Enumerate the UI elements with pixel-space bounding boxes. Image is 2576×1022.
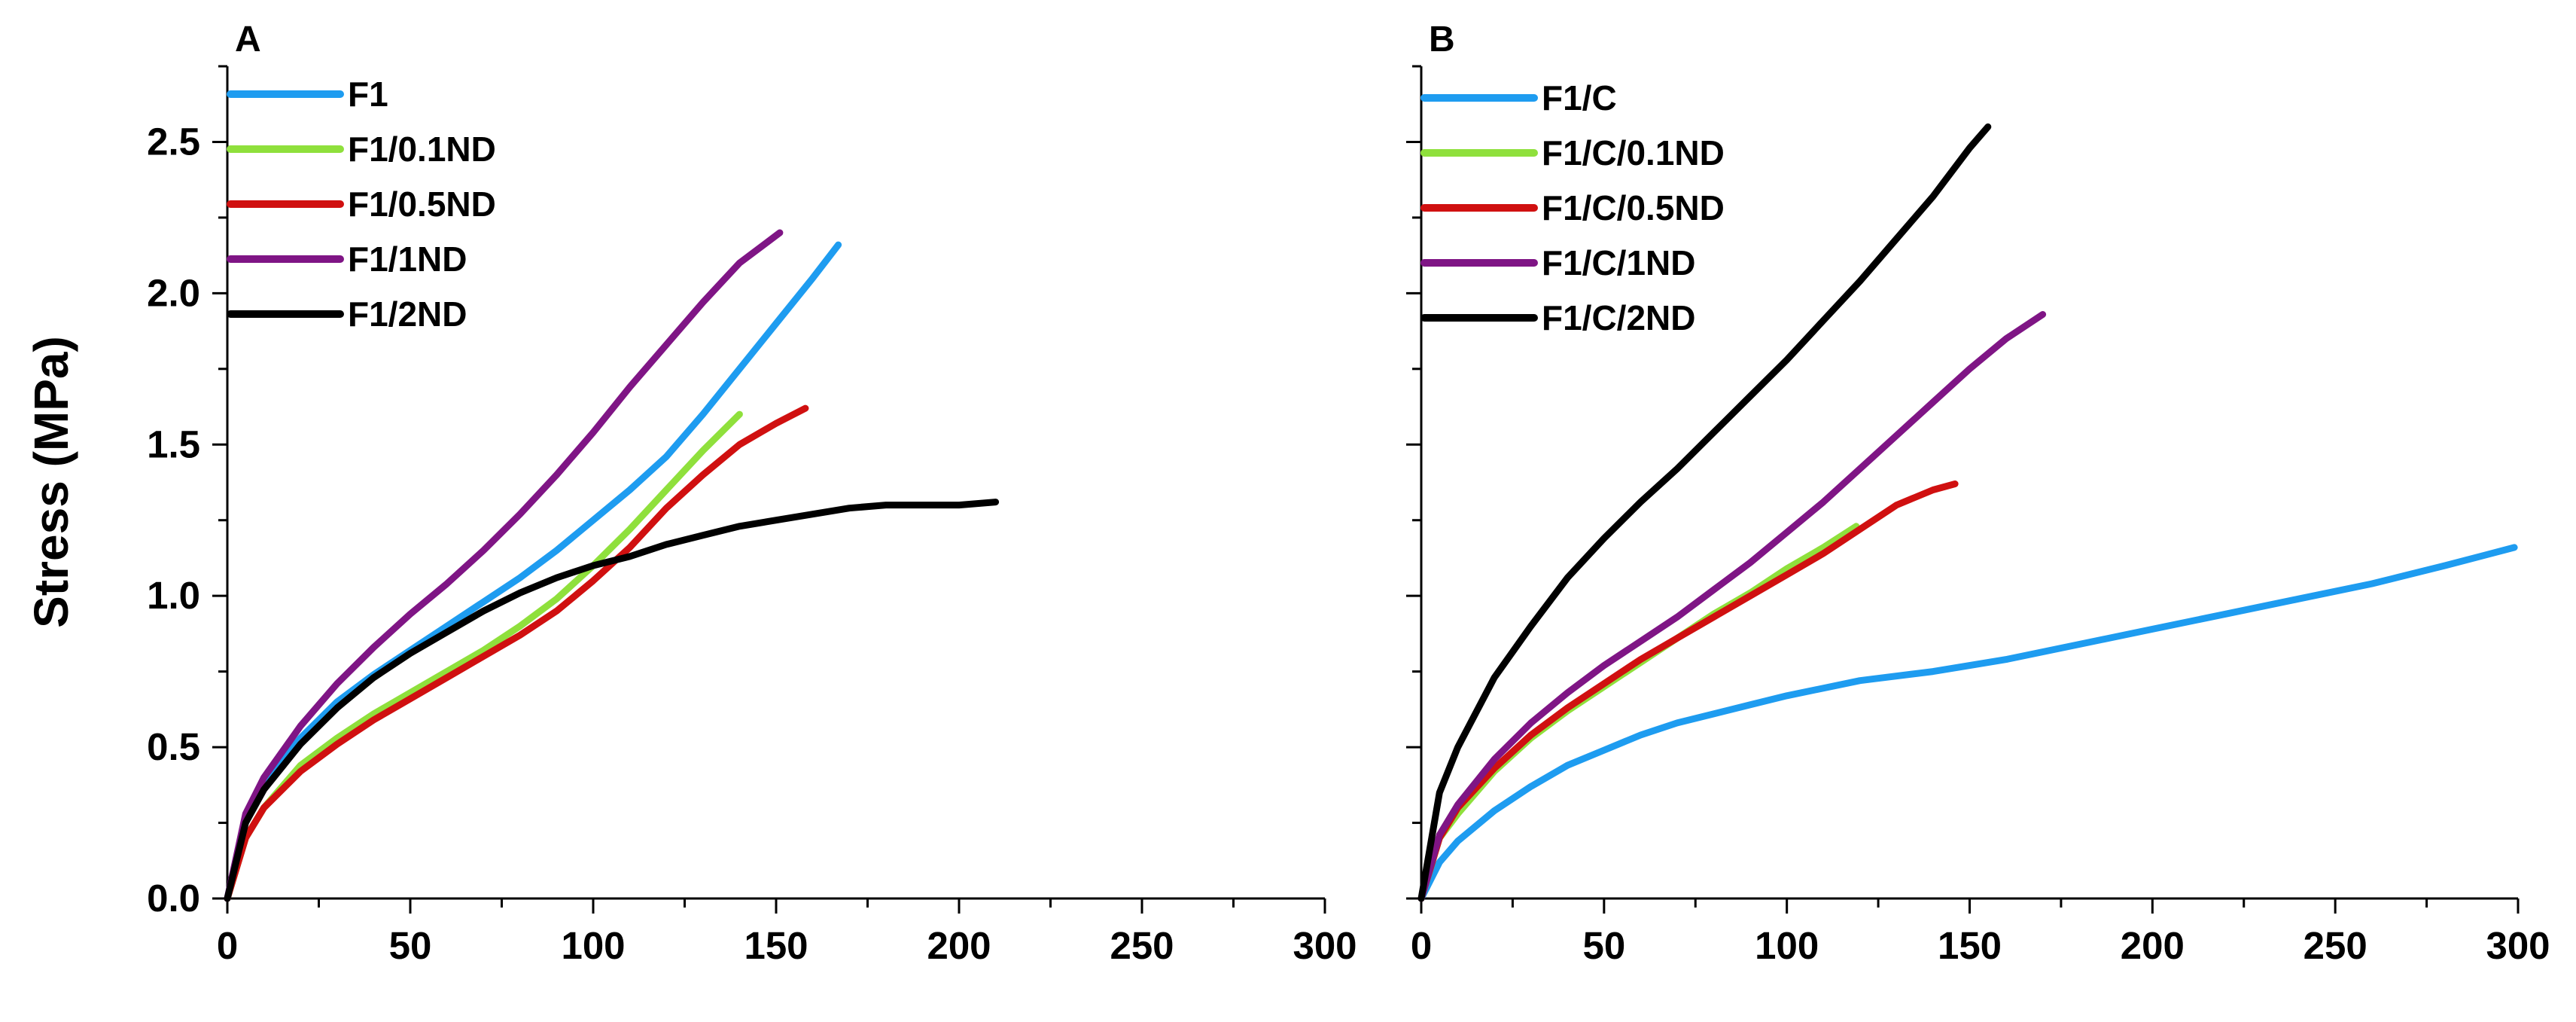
- x-tick-label: 150: [1938, 924, 2002, 967]
- series-line-f1: [224, 241, 842, 902]
- x-tick-label: 100: [561, 924, 625, 967]
- x-tick-label: 50: [1582, 924, 1625, 967]
- x-tick-label: 0: [1411, 924, 1432, 967]
- panel-a: 0 50 100 150 200 250 300 0.0 0.5 1.0 1.5 2.0 2.5 A F1 F…: [147, 20, 1357, 967]
- panel-b: 0 50 100 150 200 250 300 B F1/C F1/C/0.1ND F1/C/0.…: [1406, 20, 2550, 967]
- series-line-f1-1nd: [224, 229, 784, 902]
- legend-label: F1/2ND: [348, 294, 467, 334]
- series-line-f1-0-5nd: [224, 404, 809, 902]
- x-tick-label: 300: [1293, 924, 1357, 967]
- series-line-f1-2nd: [224, 499, 1000, 902]
- y-tick-label: 1.0: [147, 574, 200, 617]
- series-line-f1-c-2nd: [1417, 123, 1992, 902]
- y-tick-label: 2.0: [147, 271, 200, 314]
- legend-label: F1/C/2ND: [1542, 298, 1695, 337]
- legend-label: F1/C/1ND: [1542, 243, 1695, 282]
- x-tick-label: 200: [2121, 924, 2185, 967]
- series-line-f1-c-0-5nd: [1417, 480, 1959, 902]
- y-axis-label: Stress (MPa): [24, 336, 78, 628]
- x-tick-label: 300: [2486, 924, 2550, 967]
- legend-label: F1/C/0.1ND: [1542, 133, 1725, 172]
- series-line-f1-c-0-1nd: [1417, 523, 1860, 902]
- x-tick-label: 100: [1755, 924, 1819, 967]
- series-line-f1-c: [1417, 544, 2518, 902]
- y-tick-label: 2.5: [147, 120, 200, 163]
- x-tick-label: 250: [2303, 924, 2367, 967]
- x-tick-label: 200: [927, 924, 991, 967]
- y-tick-label: 0.5: [147, 725, 200, 768]
- legend-label: F1/0.1ND: [348, 130, 496, 169]
- x-tick-label: 150: [744, 924, 808, 967]
- panel-label: B: [1429, 20, 1455, 59]
- legend-label: F1/1ND: [348, 239, 467, 279]
- y-tick-label: 0.0: [147, 877, 200, 920]
- x-tick-label: 50: [389, 924, 432, 967]
- legend-label: F1: [348, 75, 388, 114]
- legend-label: F1/C: [1542, 78, 1617, 117]
- y-tick-label: 1.5: [147, 423, 200, 465]
- x-tick-label: 0: [217, 924, 238, 967]
- x-tick-label: 250: [1110, 924, 1174, 967]
- series-line-f1-c-1nd: [1417, 311, 2047, 902]
- legend-label: F1/C/0.5ND: [1542, 188, 1725, 227]
- panel-label: A: [235, 20, 261, 59]
- legend-label: F1/0.5ND: [348, 185, 496, 224]
